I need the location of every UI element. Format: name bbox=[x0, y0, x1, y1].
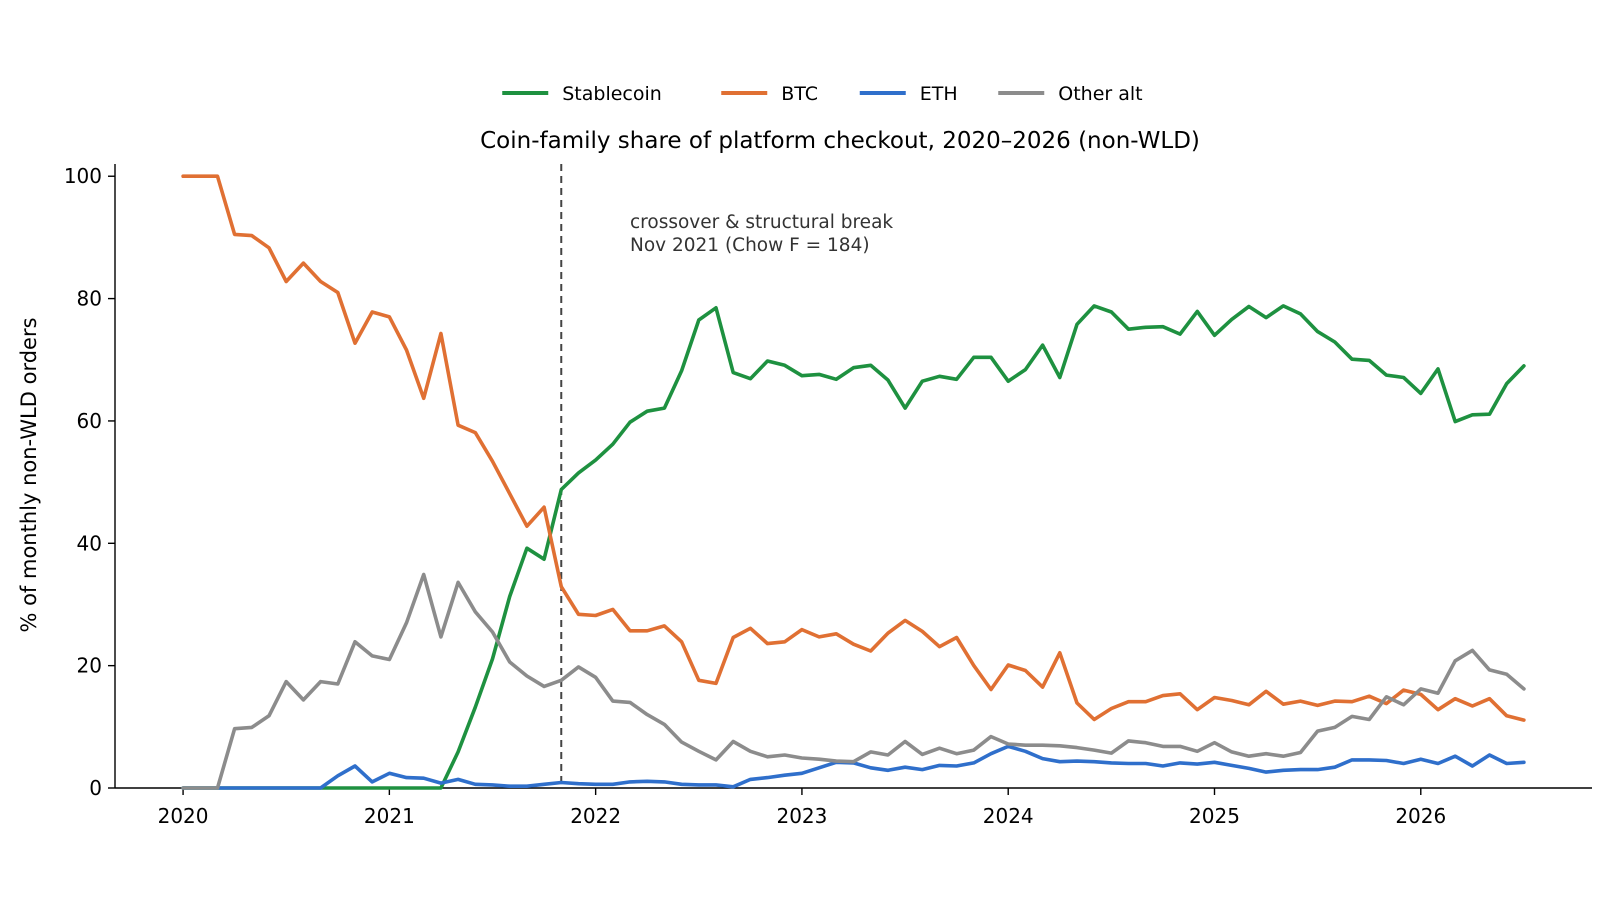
annotation-line-1: crossover & structural break bbox=[630, 212, 893, 233]
series-line-btc bbox=[181, 174, 1526, 722]
series-line-stablecoin bbox=[181, 304, 1526, 790]
legend-item-btc: BTC bbox=[721, 83, 818, 105]
legend: Stablecoin BTC ETH Other alt bbox=[502, 83, 1143, 105]
y-tick-label: 20 bbox=[77, 654, 102, 678]
annotation: crossover & structural break Nov 2021 (C… bbox=[560, 164, 893, 788]
y-axis-label: % of monthly non-WLD orders bbox=[17, 317, 41, 632]
axes bbox=[114, 164, 1592, 789]
legend-item-eth: ETH bbox=[859, 83, 958, 105]
y-tick-label: 0 bbox=[89, 776, 102, 800]
legend-label-btc: BTC bbox=[781, 83, 818, 105]
x-tick-label: 2021 bbox=[364, 804, 415, 828]
legend-item-stablecoin: Stablecoin bbox=[502, 83, 662, 105]
series-line-eth bbox=[181, 744, 1526, 790]
y-tick-label: 80 bbox=[77, 287, 102, 311]
x-tick-label: 2022 bbox=[570, 804, 621, 828]
series-line-other-alt bbox=[181, 572, 1526, 790]
x-tick-label: 2025 bbox=[1189, 804, 1240, 828]
x-ticks: 2020 2021 2022 2023 2024 2025 2026 bbox=[158, 788, 1446, 828]
x-tick-label: 2024 bbox=[983, 804, 1034, 828]
legend-label-eth: ETH bbox=[920, 83, 958, 105]
y-ticks: 0 20 40 60 80 100 bbox=[64, 164, 115, 800]
legend-item-other-alt: Other alt bbox=[998, 83, 1143, 105]
series-group bbox=[181, 174, 1526, 790]
y-tick-label: 100 bbox=[64, 164, 102, 188]
x-tick-label: 2020 bbox=[158, 804, 209, 828]
chart-title: Coin-family share of platform checkout, … bbox=[480, 128, 1200, 154]
legend-label-stablecoin: Stablecoin bbox=[562, 83, 662, 105]
y-tick-label: 60 bbox=[77, 409, 102, 433]
x-tick-label: 2023 bbox=[776, 804, 827, 828]
legend-label-other-alt: Other alt bbox=[1058, 83, 1142, 105]
x-tick-label: 2026 bbox=[1395, 804, 1446, 828]
annotation-line-2: Nov 2021 (Chow F = 184) bbox=[630, 235, 870, 256]
y-tick-label: 40 bbox=[77, 531, 102, 555]
